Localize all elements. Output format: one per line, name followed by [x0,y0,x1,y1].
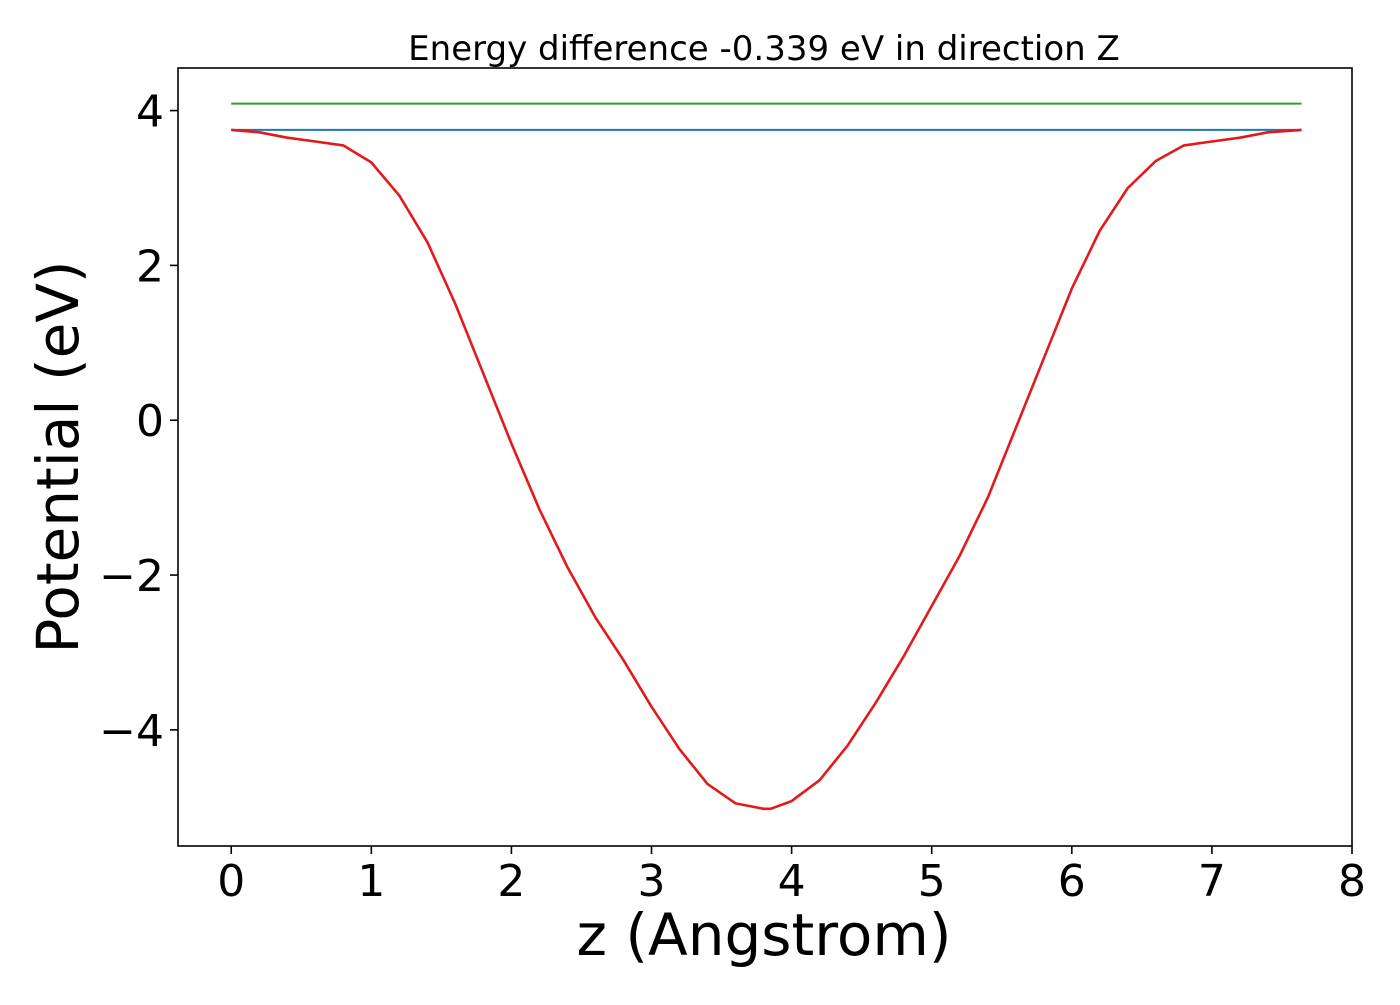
x-tick-label: 7 [1198,856,1226,907]
x-axis: 0 1 2 3 4 5 6 7 8 [217,846,1366,907]
x-tick-label: 5 [918,856,946,907]
y-tick-label: 4 [136,87,164,138]
x-tick-label: 6 [1058,856,1086,907]
x-tick-label: 3 [638,856,666,907]
x-tick-label: 2 [497,856,525,907]
plot-area [231,102,1302,811]
y-tick-label: −4 [99,706,164,757]
chart-title: Energy difference -0.339 eV in direction… [408,29,1120,69]
y-tick-label: −2 [99,551,164,602]
x-tick-label: 8 [1338,856,1366,907]
x-axis-label: z (Angstrom) [577,901,952,969]
x-tick-label: 1 [357,856,385,907]
x-tick-label: 4 [778,856,806,907]
plot-frame [177,67,1353,847]
y-tick-label: 0 [136,396,164,447]
y-tick-label: 2 [136,241,164,292]
y-axis-label: Potential (eV) [24,260,92,653]
x-tick-label: 0 [217,856,245,907]
series-line-3 [231,128,1302,811]
y-axis: −4 −2 0 2 4 [99,87,178,757]
